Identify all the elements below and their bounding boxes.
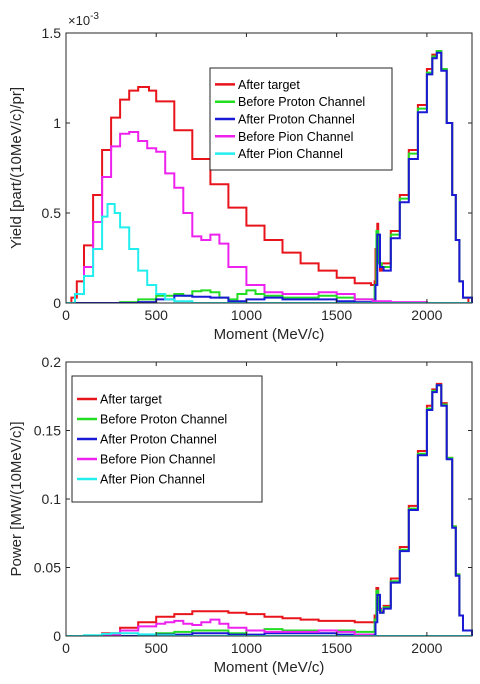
power-x-tick-label: 2000	[411, 640, 442, 656]
power-series-after-proton-channel	[66, 384, 473, 636]
power-legend: After target Before Proton Channel After P…	[71, 375, 263, 503]
power-x-tick-label: 1000	[231, 640, 262, 656]
power-legend-label: After Pion Channel	[100, 473, 205, 487]
yield-x-tick-label: 1500	[321, 307, 352, 323]
yield-y-axis-label: Yield [part/(10MeV/c)/pr]	[8, 87, 25, 249]
power-x-axis-label: Moment (MeV/c)	[214, 659, 325, 676]
yield-legend-label: After Pion Channel	[238, 147, 343, 161]
yield-legend-label: After target	[238, 78, 300, 92]
power-legend-box	[71, 375, 263, 503]
power-legend-label: Before Proton Channel	[100, 413, 227, 427]
yield-x-axis-label: Moment (MeV/c)	[214, 326, 325, 343]
power-y-tick-label: 0	[53, 628, 61, 644]
yield-x-tick-label: 2000	[411, 307, 442, 323]
yield-series-after-proton-channel	[66, 51, 473, 303]
yield-legend-label: Before Pion Channel	[238, 130, 353, 144]
power-y-tick-label: 0.05	[34, 560, 61, 576]
power-series-after-target	[66, 382, 473, 636]
yield-legend-box	[209, 67, 393, 171]
yield-y-tick-label: 0	[53, 295, 61, 311]
yield-legend-label: Before Proton Channel	[238, 95, 365, 109]
yield-chart: 0 500 1000 1500 2000 0 0.5 1 1.5 ×10-3 Moment (MeV…	[8, 11, 473, 343]
yield-y-tick-label: 0.5	[42, 205, 62, 221]
power-y-tick-label: 0.2	[42, 354, 62, 370]
power-series-before-pion-channel	[66, 618, 472, 636]
yield-axes-box	[65, 32, 473, 304]
power-x-tick-label: 0	[62, 640, 70, 656]
power-x-tick-label: 1500	[321, 640, 352, 656]
power-y-tick-label: 0.15	[34, 423, 61, 439]
yield-x-tick-label: 0	[62, 307, 70, 323]
power-x-tick-label: 500	[145, 640, 169, 656]
power-y-tick-label: 0.1	[42, 491, 62, 507]
power-y-axis-label: Power [MW/(10MeV/c)]	[8, 421, 25, 576]
yield-legend: After target Before Proton Channel After P…	[209, 67, 393, 171]
yield-x-tick-label: 1000	[231, 307, 262, 323]
power-chart: 0 500 1000 1500 2000 0 0.05 0.1 0.15 0.2 Moment (M…	[8, 354, 473, 676]
yield-y-tick-label: 1.5	[42, 25, 62, 41]
power-series-after-pion-channel	[66, 632, 472, 636]
power-legend-label: After Proton Channel	[100, 433, 217, 447]
yield-legend-label: After Proton Channel	[238, 113, 355, 127]
yield-y-exponent: ×10-3	[68, 11, 99, 28]
yield-series-after-pion-channel	[66, 203, 472, 303]
yield-series-before-pion-channel	[66, 131, 472, 303]
power-legend-label: Before Pion Channel	[100, 453, 215, 467]
power-legend-label: After target	[100, 393, 162, 407]
yield-y-tick-label: 1	[53, 115, 61, 131]
yield-x-tick-label: 500	[145, 307, 169, 323]
